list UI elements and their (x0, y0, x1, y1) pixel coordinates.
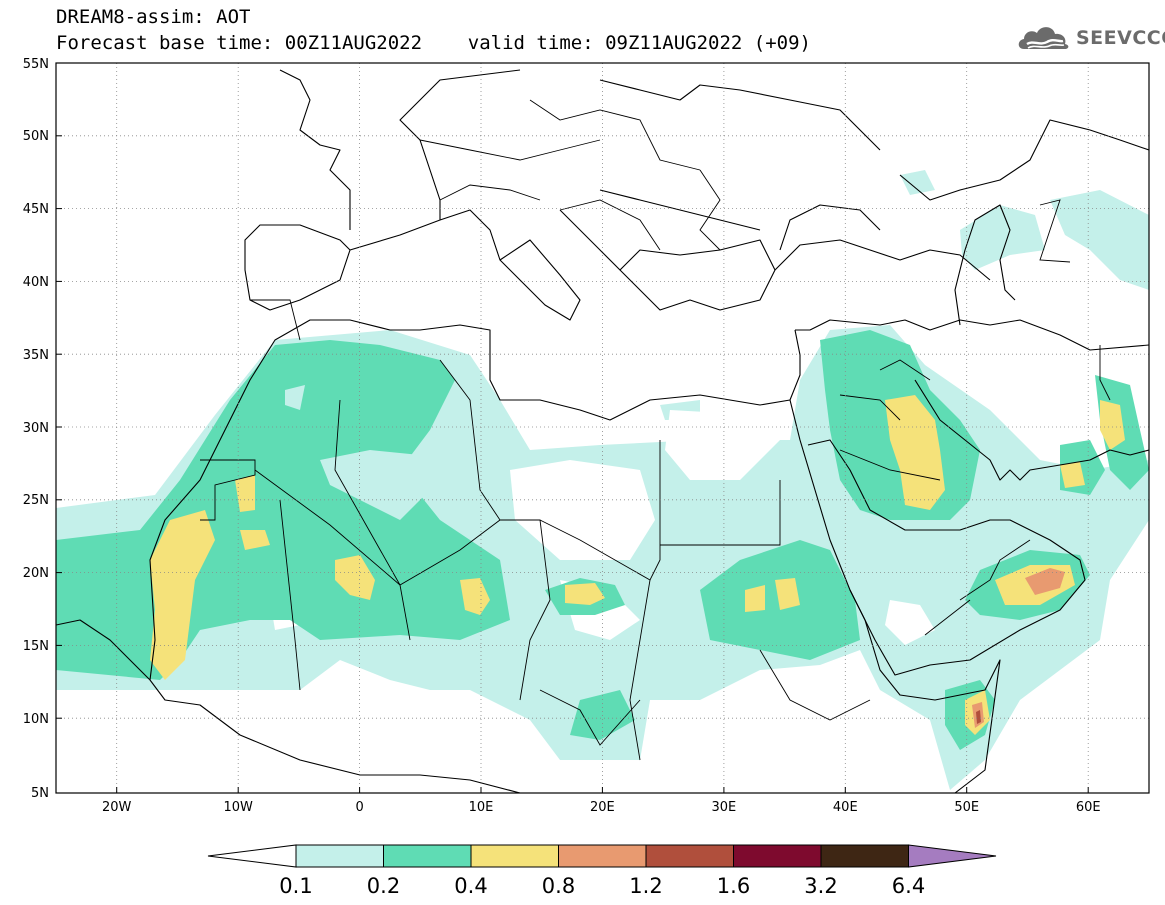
lat-label: 35N (23, 348, 49, 363)
colorbar-bin (645, 844, 734, 868)
map-area (56, 63, 1149, 793)
aot-level-1.2 (976, 710, 981, 724)
aot-gaps-2 (285, 385, 440, 520)
forecast-times: Forecast base time: 00Z11AUG2022 valid t… (56, 32, 811, 54)
lat-label: 30N (23, 421, 49, 436)
lat-label: 20N (23, 566, 49, 581)
colorbar-label: 0.2 (367, 874, 400, 898)
lat-label: 15N (23, 639, 49, 654)
cloud-icon (1018, 27, 1069, 49)
coastlines (56, 69, 1149, 793)
lon-labels: 20W 10W 0 10E 20E 30E 40E 50E 60E (102, 800, 1101, 815)
colorbar-label: 6.4 (892, 874, 925, 898)
lon-label: 20W (102, 800, 132, 815)
colorbar-high-arrow (908, 844, 997, 868)
colorbar-label: 1.2 (629, 874, 662, 898)
lon-label: 40E (833, 800, 858, 815)
lat-labels: 5N 10N 15N 20N 25N 30N 35N 40N 45N 50N 5… (23, 57, 49, 801)
graticule (56, 63, 1149, 793)
lon-label: 10E (469, 800, 494, 815)
colorbar-bin (558, 844, 647, 868)
aot-gaps (270, 410, 935, 645)
lon-label: 60E (1076, 800, 1101, 815)
seevccc-logo: SEEVCCC (1016, 22, 1165, 54)
colorbar-label: 3.2 (804, 874, 837, 898)
colorbar-label: 0.4 (454, 874, 487, 898)
colorbar-bin (295, 844, 384, 868)
colorbar-bin (383, 844, 472, 868)
lat-label: 5N (31, 786, 49, 801)
lon-label: 0 (355, 800, 363, 815)
lat-label: 55N (23, 57, 49, 72)
tick-marks (56, 62, 1089, 794)
lat-label: 25N (23, 493, 49, 508)
lon-label: 10W (223, 800, 253, 815)
country-borders (56, 99, 1111, 761)
colorbar-label: 1.6 (717, 874, 750, 898)
logo-text: SEEVCCC (1076, 27, 1165, 49)
colorbar-bin (820, 844, 909, 868)
colorbar: 0.1 0.2 0.4 0.8 1.2 1.6 3.2 6.4 (207, 844, 997, 898)
colorbar-label: 0.8 (542, 874, 575, 898)
lat-label: 45N (23, 202, 49, 217)
lon-label: 20E (590, 800, 615, 815)
map-title: DREAM8-assim: AOT (56, 6, 251, 28)
colorbar-label: 0.1 (279, 874, 312, 898)
aot-level-0.4 (150, 395, 1125, 735)
colorbar-bin (733, 844, 822, 868)
lat-label: 10N (23, 712, 49, 727)
lat-label: 50N (23, 129, 49, 144)
colorbar-low-arrow (207, 844, 297, 868)
lon-label: 30E (712, 800, 737, 815)
lon-label: 50E (954, 800, 979, 815)
lat-label: 40N (23, 275, 49, 290)
colorbar-bin (470, 844, 559, 868)
